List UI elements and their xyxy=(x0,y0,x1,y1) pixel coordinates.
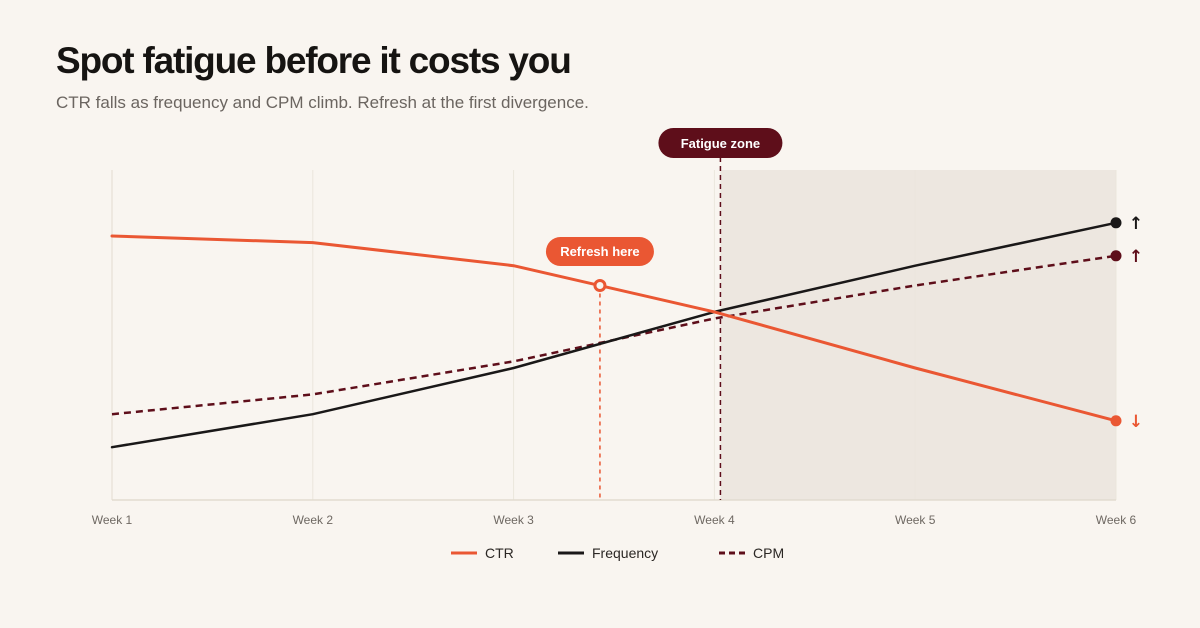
x-tick-label: Week 2 xyxy=(293,513,334,527)
fatigue-pill: Fatigue zone xyxy=(658,128,783,158)
ctr-trend-arrow: ↓ xyxy=(1129,412,1143,432)
refresh-point xyxy=(593,279,607,292)
chart-subtitle: CTR falls as frequency and CPM climb. Re… xyxy=(56,93,589,112)
frequency-end-dot xyxy=(1110,217,1122,229)
fatigue-pill-bg xyxy=(658,128,783,158)
fatigue-zone-shade xyxy=(720,170,1116,500)
x-tick-label: Week 5 xyxy=(895,513,936,527)
cpm-end-dot xyxy=(1110,250,1122,262)
x-tick-label: Week 3 xyxy=(493,513,534,527)
chart-title: Spot fatigue before it costs you xyxy=(56,40,572,81)
frequency-line xyxy=(110,221,1118,449)
ctr-line xyxy=(110,234,1118,423)
end-markers: ↓ ↑ ↑ xyxy=(1110,214,1143,432)
legend: CTR Frequency CPM xyxy=(451,545,784,561)
frequency-legend-label: Frequency xyxy=(592,545,658,561)
ctr-legend-label: CTR xyxy=(485,545,514,561)
fatigue-pill-label: Fatigue zone xyxy=(681,136,760,151)
x-tick-label: Week 4 xyxy=(694,513,735,527)
cpm-legend-label: CPM xyxy=(753,545,784,561)
frequency-trend-arrow: ↑ xyxy=(1129,214,1143,234)
x-tick-label: Week 1 xyxy=(92,513,133,527)
refresh-pill-bg xyxy=(545,237,654,266)
x-tick-labels: Week 1 Week 2 Week 3 Week 4 Week 5 Week 6 xyxy=(92,513,1137,527)
x-tick-label: Week 6 xyxy=(1096,513,1137,527)
refresh-pill-label: Refresh here xyxy=(560,244,639,259)
refresh-pill: Refresh here xyxy=(545,237,654,266)
ctr-end-dot xyxy=(1110,415,1122,427)
cpm-trend-arrow: ↑ xyxy=(1129,247,1143,267)
series-group xyxy=(110,221,1118,449)
